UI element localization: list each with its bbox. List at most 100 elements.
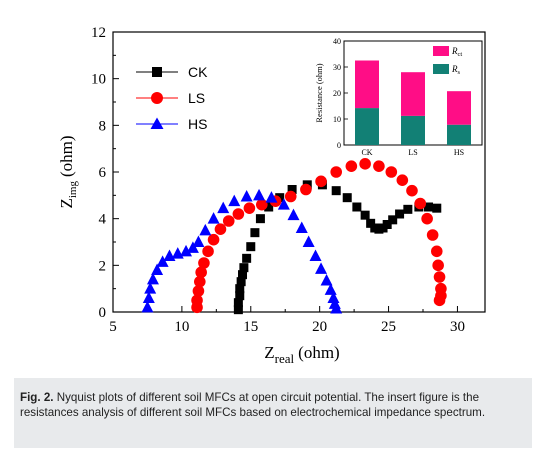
- ck-point: [250, 228, 260, 238]
- ls-point: [191, 294, 203, 307]
- ls-point: [300, 183, 312, 196]
- ls-point: [194, 275, 206, 288]
- ls-point: [373, 160, 385, 172]
- ls-point: [243, 202, 256, 214]
- legend-rs-label: Rs: [451, 64, 461, 76]
- hs-point: [315, 262, 328, 274]
- ls-point: [315, 175, 327, 188]
- ck-point: [264, 202, 274, 212]
- main-axis-ticks: 5 10 15 20 25 30 0 2 4 6 8 10 12: [91, 25, 465, 335]
- legend-hs-marker: [150, 117, 164, 129]
- x-axis-title: Zreal (ohm): [264, 343, 339, 366]
- inset-bar-ls-ct: [401, 72, 425, 116]
- ck-point: [432, 203, 442, 213]
- ls-point: [385, 166, 398, 178]
- ls-point: [202, 245, 214, 258]
- hs-point: [228, 194, 241, 207]
- hs-point: [277, 198, 290, 210]
- ls-point: [359, 158, 371, 170]
- y-tick-label: 0: [99, 305, 107, 321]
- hs-point: [324, 283, 337, 295]
- ck-point: [342, 193, 352, 203]
- caption-label: Fig. 2.: [20, 391, 54, 404]
- ck-point: [238, 270, 248, 280]
- y-axis-label-sub: img: [67, 181, 79, 199]
- ls-point: [195, 266, 207, 279]
- ls-point: [432, 259, 444, 272]
- inset-y-tick-label: 20: [333, 89, 341, 98]
- caption-panel: Fig. 2. Nyquist plots of different soil …: [14, 378, 532, 448]
- hs-point: [330, 302, 343, 314]
- hs-point: [320, 274, 333, 286]
- main-plot-data: [141, 158, 447, 315]
- ck-point: [382, 220, 392, 229]
- ls-point: [433, 271, 446, 283]
- ls-point: [284, 190, 297, 203]
- hs-point: [156, 255, 169, 267]
- legend-ls-label: LS: [188, 90, 205, 106]
- inset-axis-ticks: 0 10 20 30 40: [333, 37, 348, 150]
- hs-point: [207, 212, 220, 224]
- legend-ls-marker: [151, 92, 163, 104]
- ls-point: [414, 197, 427, 210]
- hs-point: [287, 208, 300, 221]
- inset-y-tick-label: 0: [337, 141, 341, 150]
- hs-point: [186, 241, 199, 253]
- inset-category-label: HS: [454, 148, 464, 157]
- hs-point: [253, 188, 266, 201]
- x-tick-label: 15: [243, 319, 258, 335]
- hs-point: [295, 221, 308, 233]
- x-tick-label: 20: [312, 319, 327, 335]
- ls-point: [345, 160, 358, 172]
- inset-y-tick-label: 40: [333, 37, 341, 46]
- ls-point: [330, 166, 343, 178]
- inset-bar-hs-ct: [447, 91, 471, 125]
- ck-point: [239, 263, 249, 273]
- y-tick-label: 8: [99, 118, 107, 134]
- hs-point: [142, 291, 155, 303]
- inset-bar-hs-s: [447, 124, 471, 145]
- hs-point: [146, 272, 159, 285]
- ck-point: [246, 242, 256, 252]
- ck-point: [242, 253, 252, 263]
- ls-point: [198, 257, 210, 269]
- ck-point: [331, 186, 341, 196]
- hs-point: [217, 201, 230, 214]
- y-tick-label: 12: [91, 25, 106, 41]
- ls-point: [426, 229, 439, 241]
- ls-point: [433, 294, 446, 307]
- x-axis-label-main: Z: [264, 343, 274, 362]
- inset-bar-ck-s: [355, 108, 379, 145]
- y-tick-label: 6: [99, 165, 107, 181]
- ls-point: [255, 198, 268, 211]
- inset-legend: Rct Rs: [433, 46, 462, 76]
- ck-point: [403, 204, 413, 214]
- ck-point: [233, 305, 243, 315]
- inset-y-axis-label: Resistance (ohm): [314, 63, 324, 122]
- inset-category-label: LS: [408, 148, 417, 157]
- y-tick-label: 4: [99, 212, 107, 228]
- x-tick-label: 25: [381, 319, 396, 335]
- x-tick-label: 30: [450, 319, 465, 335]
- ls-point: [406, 184, 418, 197]
- ck-point: [352, 202, 362, 212]
- legend-rct-swatch: [433, 46, 449, 56]
- ls-point: [232, 208, 245, 220]
- legend-rs-sub: s: [458, 69, 461, 76]
- ck-point: [236, 277, 246, 287]
- caption-text: Nyquist plots of different soil MFCs at …: [20, 391, 486, 419]
- figure-caption: Fig. 2. Nyquist plots of different soil …: [20, 391, 526, 420]
- ck-point: [424, 202, 434, 212]
- y-axis-label-unit: (ohm): [57, 135, 76, 177]
- hs-point: [192, 235, 205, 247]
- ck-point: [235, 284, 245, 294]
- x-tick-label: 10: [174, 319, 189, 335]
- y-tick-label: 2: [99, 258, 107, 274]
- legend-hs-label: HS: [188, 116, 207, 132]
- hs-point: [199, 223, 212, 236]
- inset-bar-ck-ct: [355, 60, 379, 109]
- ck-point: [235, 291, 245, 301]
- ls-point: [214, 223, 227, 235]
- hs-point: [180, 244, 193, 257]
